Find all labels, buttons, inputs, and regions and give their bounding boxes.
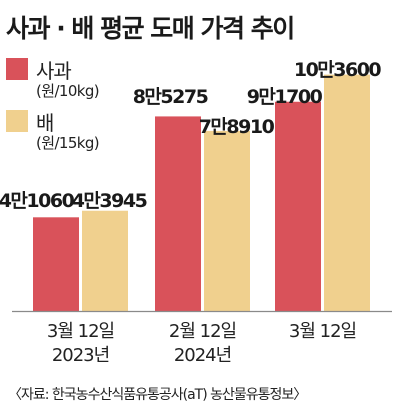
legend: 사과 (원/10kg) 배 (원/15kg) (6, 54, 176, 158)
bar-pear-0 (82, 210, 128, 311)
legend-unit-pear: (원/15kg) (36, 134, 100, 152)
legend-swatch-pear (6, 110, 28, 132)
x-tick-label-0-1: 2023년 (52, 345, 109, 366)
legend-item-pear: 배 (원/15kg) (6, 106, 176, 158)
legend-label-apple: 사과 (36, 59, 72, 83)
data-label-pear-1: 7만8910 (199, 116, 275, 138)
bar-apple-1 (155, 116, 201, 311)
legend-swatch-apple (6, 58, 28, 80)
data-label-pear-2: 10만3600 (294, 59, 382, 81)
legend-item-apple: 사과 (원/10kg) (6, 54, 176, 106)
data-label-apple-0: 4만1060 (0, 190, 75, 212)
bar-apple-2 (275, 101, 321, 312)
data-label-pear-0: 4만3945 (72, 190, 147, 212)
x-tick-label-0-0: 3월 12일 (47, 321, 114, 342)
bar-apple-0 (33, 217, 79, 311)
bar-pear-2 (324, 74, 370, 311)
data-label-apple-1: 8만5275 (133, 86, 208, 108)
legend-label-pear: 배 (36, 111, 54, 135)
data-label-apple-2: 9만1700 (247, 86, 323, 108)
x-tick-label-1-1: 2024년 (174, 345, 231, 366)
x-tick-label-1-0: 2월 12일 (169, 321, 236, 342)
x-tick-label-2-0: 3월 12일 (289, 321, 356, 342)
source-note: 〈자료: 한국농수산식품유통공사(aT) 농산물유통정보〉 (8, 387, 307, 403)
chart-title: 사과 · 배 평균 도매 가격 추이 (6, 14, 295, 43)
bar-pear-1 (204, 130, 250, 311)
legend-unit-apple: (원/10kg) (36, 82, 100, 100)
